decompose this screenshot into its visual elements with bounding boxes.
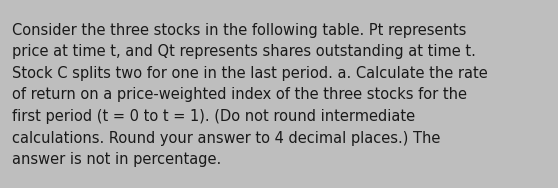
Text: Consider the three stocks in the following table. Pt represents
price at time t,: Consider the three stocks in the followi… xyxy=(12,23,488,167)
